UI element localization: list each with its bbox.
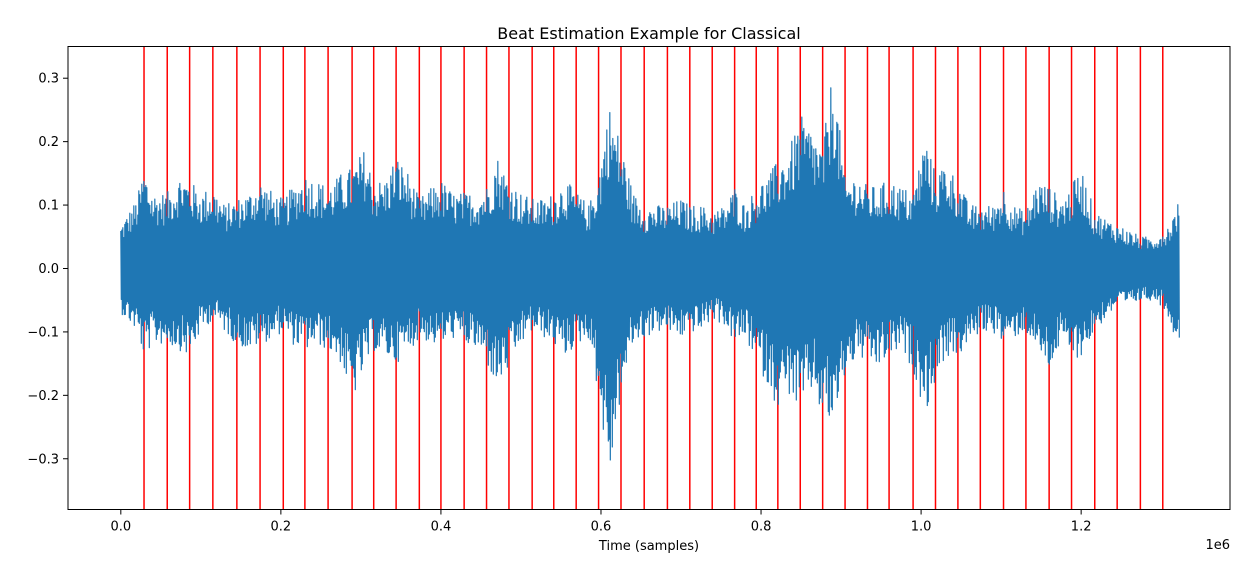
y-tick-label: 0.3 (38, 72, 59, 87)
y-tick-label: 0.0 (38, 262, 59, 277)
chart-title: Beat Estimation Example for Classical (497, 24, 800, 43)
x-axis-ticks: 0.0 0.2 0.4 0.6 0.8 1.0 1.2 (110, 509, 1092, 535)
x-tick-label: 1.0 (911, 520, 932, 535)
x-tick-label: 1.2 (1071, 520, 1092, 535)
y-tick-label: −0.3 (27, 452, 59, 467)
y-tick-label: −0.2 (27, 389, 59, 404)
waveform-series (120, 87, 1180, 461)
x-axis-label: Time (samples) (598, 539, 699, 554)
x-tick-label: 0.2 (271, 520, 292, 535)
y-tick-label: −0.1 (27, 325, 59, 340)
x-tick-label: 0.8 (751, 520, 772, 535)
x-tick-label: 0.4 (431, 520, 452, 535)
x-axis-offset-label: 1e6 (1205, 538, 1230, 553)
y-tick-label: 0.2 (38, 135, 59, 150)
y-tick-label: 0.1 (38, 199, 59, 214)
x-tick-label: 0.0 (110, 520, 131, 535)
plot-frame (67, 46, 1231, 510)
waveform-path (120, 87, 1180, 461)
y-axis-ticks: −0.3 −0.2 −0.1 0.0 0.1 0.2 0.3 (27, 72, 68, 467)
x-tick-label: 0.6 (591, 520, 612, 535)
